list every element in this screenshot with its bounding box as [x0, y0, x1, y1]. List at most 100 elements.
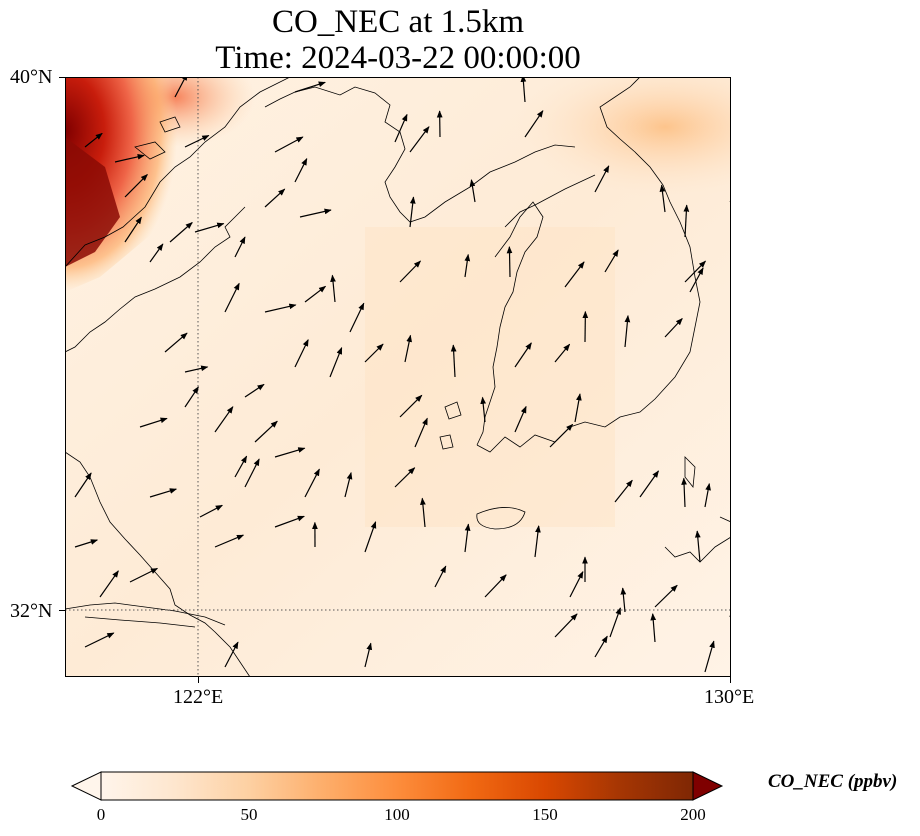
wind-arrow: [704, 482, 711, 508]
wind-arrow: [184, 386, 199, 408]
wind-arrow: [184, 365, 209, 373]
wind-arrow: [520, 77, 527, 103]
wind-arrow: [214, 534, 245, 548]
wind-arrow: [244, 383, 265, 398]
map-canvas: [65, 77, 731, 677]
wind-arrow: [84, 632, 115, 648]
colorbar-bar: [100, 771, 694, 801]
wind-arrow: [74, 539, 98, 548]
wind-arrow: [129, 567, 159, 583]
lat-tick-label-32: 32°N: [10, 600, 53, 622]
wind-arrow: [274, 136, 304, 153]
concentration-band: [365, 227, 615, 527]
lon-tick-mark-130: [730, 677, 731, 683]
colorbar-tick-label: 200: [680, 805, 706, 824]
wind-arrow: [124, 216, 142, 243]
colorbar-tick-label: 0: [96, 805, 106, 824]
wind-arrow: [514, 405, 527, 433]
wind-arrow: [534, 525, 541, 558]
wind-arrow: [469, 179, 476, 203]
wind-arrow: [594, 165, 610, 193]
wind-arrow: [169, 222, 193, 243]
wind-arrow: [554, 613, 578, 638]
wind-arrow: [199, 504, 223, 518]
wind-arrow: [681, 477, 687, 508]
wind-arrow: [664, 317, 683, 338]
wind-arrow: [404, 334, 413, 363]
wind-arrow: [609, 607, 621, 638]
wind-arrow: [659, 184, 666, 213]
wind-arrow: [224, 641, 239, 668]
wind-arrow: [409, 126, 430, 153]
map-title: CO_NEC at 1.5km: [271, 4, 525, 40]
island-jeju: [476, 507, 526, 530]
wind-arrow: [564, 261, 585, 288]
map-panel[interactable]: [65, 77, 731, 677]
coastline-shandong: [65, 206, 246, 353]
wind-arrow: [294, 81, 326, 93]
wind-arrow: [594, 635, 608, 658]
wind-arrow: [654, 584, 678, 608]
wind-arrow: [329, 347, 343, 378]
coastline-jiangsu: [65, 451, 251, 677]
wind-arrow: [414, 417, 428, 448]
wind-arrow: [274, 447, 306, 458]
wind-arrow: [294, 339, 309, 368]
wind-arrow: [506, 246, 513, 278]
concentration-plume-northeast: [515, 77, 731, 197]
wind-arrow: [234, 455, 248, 478]
map-time-label: Time: 2024-03-22 00:00:00: [215, 40, 581, 76]
wind-arrow: [399, 260, 422, 283]
coastline-yangtze: [65, 602, 226, 628]
coastline-korea-north: [599, 77, 664, 186]
colorbar-tick-label: 50: [240, 805, 258, 824]
wind-arrow: [464, 523, 471, 553]
coastline-japan: [664, 456, 731, 563]
wind-arrow: [639, 470, 659, 498]
wind-arrow: [304, 468, 320, 498]
wind-arrow: [99, 570, 119, 598]
wind-arrow: [344, 472, 353, 498]
wind-arrow: [450, 344, 457, 378]
lat-tick-mark-32: [59, 610, 65, 611]
lon-tick-label-122: 122°E: [173, 686, 224, 708]
lon-tick-mark-122: [198, 677, 199, 683]
wind-arrow: [704, 640, 715, 673]
colorbar-label: CO_NEC (ppbv): [768, 771, 898, 792]
colorbar-extend-low: [70, 771, 102, 801]
wind-arrow: [683, 204, 690, 238]
lon-tick-label-130: 130°E: [704, 686, 755, 708]
wind-arrow: [364, 343, 384, 363]
wind-arrow: [434, 565, 447, 588]
wind-arrow: [294, 158, 308, 183]
wind-arrow: [524, 110, 544, 138]
wind-arrow: [124, 173, 148, 198]
concentration-peak: [65, 137, 120, 267]
wind-arrow: [694, 530, 701, 563]
wind-arrow: [364, 521, 377, 553]
colorbar: [70, 771, 724, 801]
wind-arrow: [420, 497, 426, 528]
wind-arrow: [549, 423, 574, 448]
wind-arrow: [184, 134, 210, 148]
wind-arrow: [114, 154, 145, 163]
lat-tick-label-40: 40°N: [10, 66, 53, 88]
colorbar-extend-high: [692, 771, 724, 801]
wind-arrow: [254, 420, 278, 443]
wind-arrow: [330, 274, 336, 303]
wind-arrow: [409, 196, 416, 228]
lat-tick-mark-40: [59, 77, 65, 78]
wind-arrow: [84, 132, 103, 148]
wind-arrow: [149, 243, 164, 263]
wind-arrow: [349, 302, 365, 333]
wind-arrow: [194, 222, 225, 233]
wind-arrow: [244, 458, 260, 488]
wind-arrow: [399, 394, 423, 418]
wind-arrow: [624, 314, 631, 348]
wind-arrow: [604, 249, 619, 273]
coastline-china-north: [65, 77, 291, 268]
wind-arrow: [364, 642, 373, 668]
coastline-korea-west: [476, 201, 544, 446]
colorbar-tick-label: 100: [384, 805, 410, 824]
wind-arrow: [620, 587, 627, 613]
